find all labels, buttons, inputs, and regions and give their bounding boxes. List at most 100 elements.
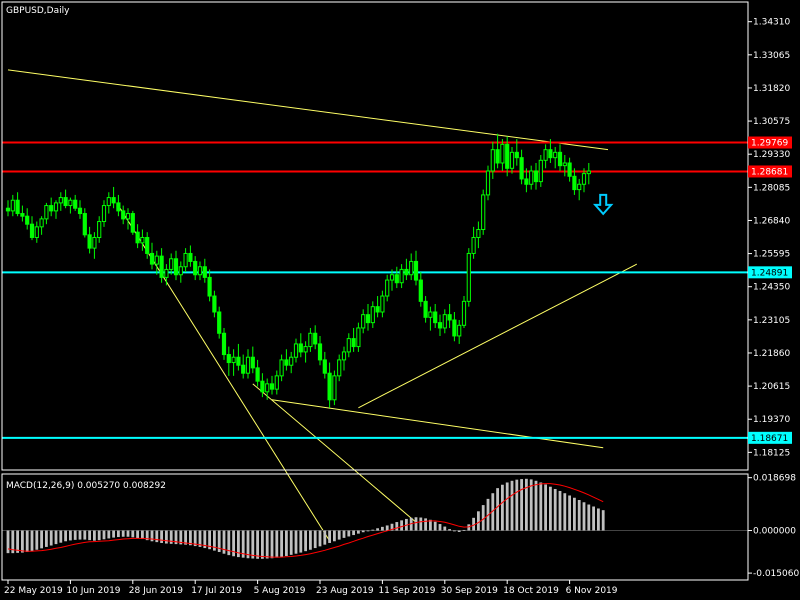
macd-histogram-bar bbox=[275, 530, 279, 558]
candle-body bbox=[505, 143, 510, 169]
candle-body bbox=[447, 314, 452, 321]
macd-histogram-bar bbox=[54, 530, 58, 545]
macd-histogram-bar bbox=[165, 530, 168, 544]
candle-body bbox=[476, 229, 481, 238]
trendline bbox=[252, 383, 417, 523]
price-tick-label: 1.21860 bbox=[753, 349, 790, 359]
macd-histogram-bar bbox=[193, 530, 197, 547]
macd-histogram-bar bbox=[424, 518, 427, 531]
candle-body bbox=[313, 332, 318, 345]
candle-body bbox=[20, 213, 25, 217]
macd-histogram-bar bbox=[448, 529, 451, 531]
macd-histogram-bar bbox=[78, 530, 82, 540]
candle-body bbox=[159, 255, 164, 278]
date-tick-label: 17 Jul 2019 bbox=[191, 586, 242, 596]
macd-histogram-bar bbox=[299, 530, 303, 553]
down-arrow-icon bbox=[592, 193, 614, 216]
macd-histogram-bar bbox=[270, 530, 274, 559]
macd-histogram-bar bbox=[438, 524, 442, 531]
macd-histogram-bar bbox=[237, 530, 240, 558]
macd-histogram-bar bbox=[568, 495, 571, 531]
price-tick-label: 1.34310 bbox=[753, 18, 790, 28]
candle-body bbox=[298, 343, 303, 353]
macd-histogram-bar bbox=[203, 530, 207, 549]
price-tick-label: 1.19370 bbox=[753, 415, 790, 425]
macd-histogram-bar bbox=[208, 530, 211, 550]
price-tick-label: 1.25595 bbox=[753, 250, 790, 260]
support-price-tag-bg bbox=[748, 431, 792, 444]
macd-label: MACD(12,26,9) 0.005270 0.008292 bbox=[6, 481, 166, 491]
price-tick-label: 1.26840 bbox=[753, 216, 790, 226]
macd-histogram-bar bbox=[381, 526, 384, 531]
price-tick-label: 1.33065 bbox=[753, 51, 790, 61]
macd-histogram-bar bbox=[558, 490, 562, 531]
macd-histogram-bar bbox=[179, 530, 183, 545]
candle-body bbox=[255, 367, 260, 382]
macd-histogram-bar bbox=[544, 484, 547, 531]
macd-histogram-bar bbox=[453, 530, 456, 532]
macd-histogram-bar bbox=[597, 508, 600, 531]
macd-histogram-bar bbox=[390, 523, 394, 531]
price-tick-label: 1.31820 bbox=[753, 84, 790, 94]
macd-histogram-bar bbox=[481, 505, 485, 531]
candle-body bbox=[394, 274, 399, 284]
macd-histogram-bar bbox=[592, 506, 595, 531]
macd-histogram-bar bbox=[222, 530, 226, 554]
candle-body bbox=[471, 236, 476, 254]
macd-histogram-bar bbox=[59, 530, 63, 543]
macd-histogram-bar bbox=[357, 530, 360, 534]
candle-body bbox=[221, 332, 227, 356]
candle-body bbox=[303, 346, 308, 353]
price-tick-label: 1.18125 bbox=[753, 448, 790, 458]
macd-histogram-bar bbox=[169, 530, 173, 544]
macd-frame bbox=[1, 473, 749, 581]
candle-body bbox=[140, 236, 145, 244]
candle-body bbox=[82, 213, 87, 236]
date-tick-label: 28 Jun 2019 bbox=[129, 586, 183, 596]
candle-body bbox=[308, 332, 313, 348]
macd-histogram-bar bbox=[529, 479, 533, 531]
macd-histogram-bar bbox=[400, 520, 403, 531]
candle-body bbox=[500, 143, 505, 164]
macd-histogram-bar bbox=[525, 478, 528, 531]
candle-body bbox=[130, 213, 135, 233]
macd-histogram-bar bbox=[429, 519, 432, 531]
macd-histogram-bar bbox=[347, 530, 351, 537]
candle-body bbox=[226, 354, 231, 364]
candle-body bbox=[423, 300, 428, 318]
candle-body bbox=[581, 173, 587, 185]
candle-body bbox=[241, 364, 246, 374]
macd-histogram-bar bbox=[318, 530, 322, 547]
candle-body bbox=[572, 175, 577, 191]
candle-body bbox=[413, 260, 419, 281]
candle-body bbox=[548, 149, 553, 159]
macd-histogram-bar bbox=[520, 479, 523, 531]
candle-body bbox=[164, 268, 169, 278]
candle-body bbox=[437, 322, 443, 329]
candle-body bbox=[169, 258, 174, 270]
macd-histogram-bar bbox=[285, 530, 288, 556]
macd-histogram-bar bbox=[366, 530, 370, 532]
macd-histogram-bar bbox=[457, 530, 461, 532]
resistance-price-tag: 1.28681 bbox=[751, 167, 788, 177]
macd-histogram-bar bbox=[107, 530, 111, 539]
candle-body bbox=[529, 170, 534, 185]
candle-body bbox=[284, 359, 289, 366]
candle-body bbox=[481, 194, 486, 231]
macd-histogram-bar bbox=[49, 530, 53, 546]
macd-histogram-bar bbox=[323, 530, 327, 545]
candle-body bbox=[236, 356, 241, 366]
macd-histogram-bar bbox=[198, 530, 202, 547]
candle-body bbox=[212, 295, 217, 313]
price-tick-label: 1.30575 bbox=[753, 117, 790, 127]
resistance-price-tag-bg bbox=[748, 165, 792, 178]
resistance-price-tag: 1.29769 bbox=[751, 139, 788, 149]
candle-body bbox=[452, 319, 457, 337]
macd-histogram-bar bbox=[462, 529, 466, 531]
macd-histogram-bar bbox=[376, 528, 379, 531]
macd-histogram-bar bbox=[467, 524, 471, 531]
macd-histogram-bar bbox=[217, 530, 221, 553]
candle-body bbox=[337, 359, 342, 377]
macd-histogram-bar bbox=[573, 497, 576, 531]
